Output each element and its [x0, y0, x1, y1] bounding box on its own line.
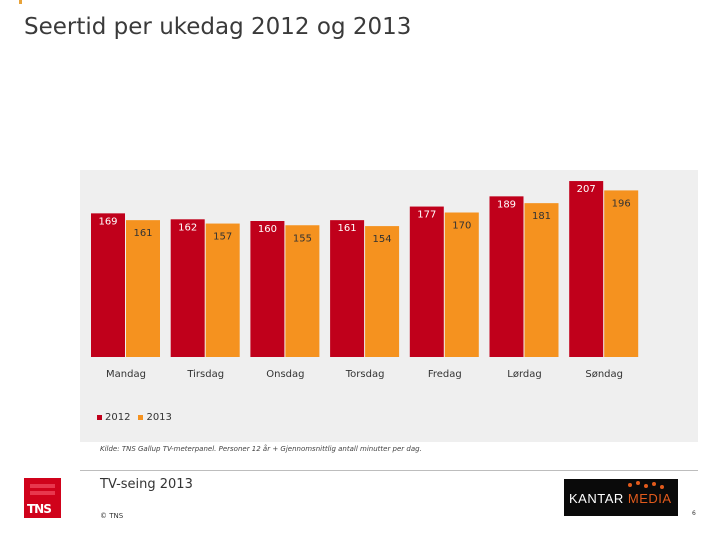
chart-legend: 2012 2013 — [97, 412, 172, 423]
legend-label-2013: 2013 — [146, 412, 172, 423]
category-label-Fredag: Fredag — [428, 369, 462, 380]
category-label-Onsdag: Onsdag — [266, 369, 304, 380]
bar-2013-Søndag — [604, 190, 639, 357]
legend-label-2012: 2012 — [105, 412, 131, 423]
data-label-2013-Tirsdag: 157 — [213, 232, 232, 243]
corner-accent — [19, 0, 22, 4]
tns-logo-stripe — [30, 491, 55, 495]
bar-2012-Tirsdag — [170, 219, 205, 357]
bar-2013-Onsdag — [285, 225, 320, 357]
category-label-Søndag: Søndag — [585, 369, 623, 380]
bar-2013-Tirsdag — [205, 223, 240, 357]
kantar-media-logo: KANTAR MEDIA — [564, 479, 678, 516]
data-label-2013-Mandag: 161 — [133, 228, 152, 239]
category-label-Lørdag: Lørdag — [507, 369, 541, 380]
media-word: MEDIA — [627, 491, 672, 506]
bar-2013-Fredag — [444, 212, 479, 357]
data-label-2012-Fredag: 177 — [417, 210, 436, 221]
bar-2012-Torsdag — [330, 220, 365, 357]
tns-logo-stripe — [30, 484, 55, 488]
category-label-Tirsdag: Tirsdag — [186, 369, 224, 380]
tns-logo-text: TNS — [27, 502, 52, 516]
kantar-flame-dot — [628, 483, 632, 487]
legend-item-2013: 2013 — [138, 412, 172, 423]
data-label-2013-Torsdag: 154 — [373, 234, 392, 245]
bar-2013-Mandag — [126, 220, 160, 357]
bar-2012-Onsdag — [250, 221, 285, 357]
category-label-Torsdag: Torsdag — [345, 369, 385, 380]
kantar-flame-dot — [652, 482, 656, 486]
bar-2012-Søndag — [569, 181, 604, 357]
legend-swatch-2012 — [97, 415, 102, 420]
kantar-flame-dot — [644, 484, 648, 488]
bar-2013-Torsdag — [365, 226, 400, 357]
data-label-2013-Onsdag: 155 — [293, 233, 312, 244]
data-label-2012-Lørdag: 189 — [497, 199, 516, 210]
data-label-2013-Søndag: 196 — [612, 198, 631, 209]
data-label-2012-Tirsdag: 162 — [178, 222, 197, 233]
data-label-2013-Fredag: 170 — [452, 221, 471, 232]
kantar-flame-dot — [636, 481, 640, 485]
bar-2012-Fredag — [409, 206, 444, 357]
tns-logo: TNS — [24, 478, 61, 518]
bar-2013-Lørdag — [524, 203, 559, 357]
footer-subtitle: TV-seing 2013 — [100, 477, 193, 492]
legend-item-2012: 2012 — [97, 412, 130, 423]
data-label-2012-Torsdag: 161 — [338, 223, 357, 234]
legend-swatch-2013 — [138, 415, 144, 420]
copyright-text: © TNS — [100, 512, 124, 520]
kantar-flame-dot — [660, 485, 664, 489]
category-label-Mandag: Mandag — [106, 369, 146, 380]
bar-2012-Mandag — [91, 213, 125, 357]
bar-2012-Lørdag — [489, 196, 524, 357]
page-number: 6 — [692, 510, 696, 517]
bar-chart: 169 161 Mandag 162 157 Tirsdag 160 155 Onsdag 161… — [91, 181, 639, 380]
data-label-2012-Mandag: 169 — [98, 216, 117, 227]
source-note: Kilde: TNS Gallup TV-meterpanel. Persone… — [100, 445, 422, 453]
data-label-2012-Søndag: 207 — [577, 184, 596, 195]
data-label-2013-Lørdag: 181 — [532, 211, 551, 222]
kantar-word: KANTAR — [569, 491, 628, 506]
data-label-2012-Onsdag: 160 — [258, 224, 277, 235]
page-title: Seertid per ukedag 2012 og 2013 — [24, 14, 412, 40]
footer-divider — [80, 470, 698, 471]
kantar-logo-text: KANTAR MEDIA — [569, 491, 672, 506]
